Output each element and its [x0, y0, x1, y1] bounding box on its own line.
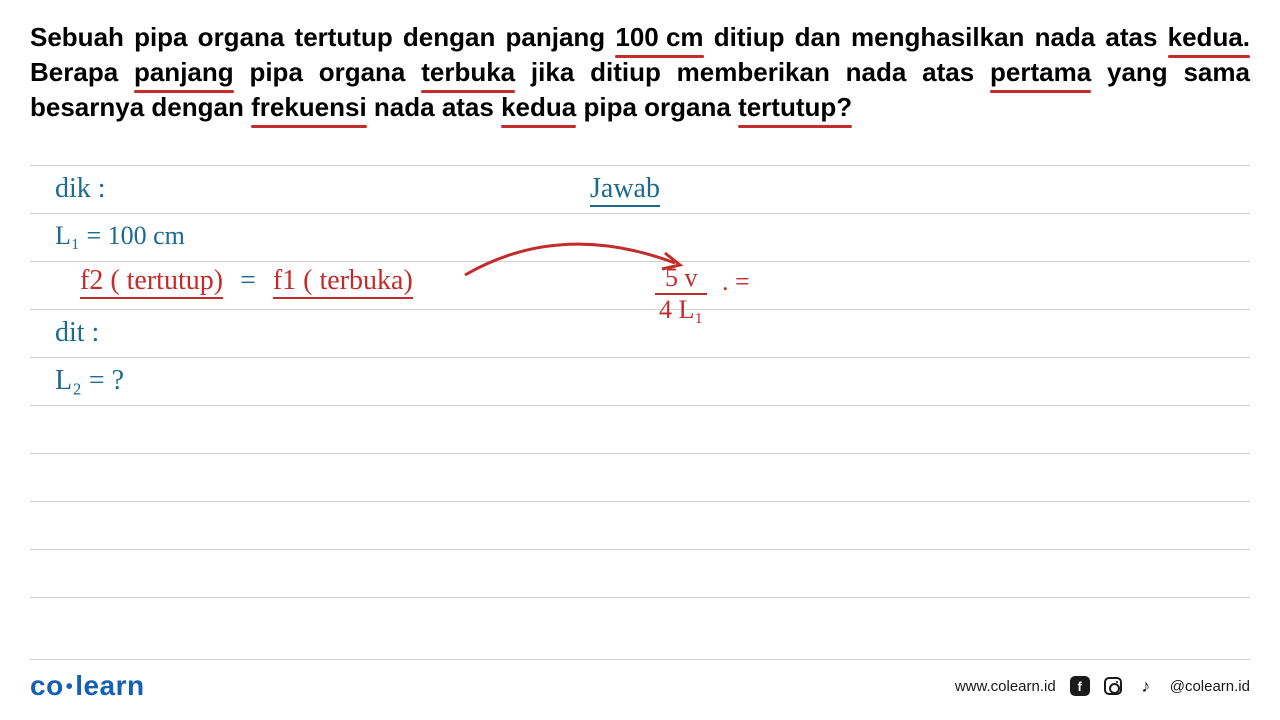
fraction-after: . = [722, 267, 750, 296]
l1-value: L₁ = 100 cm [55, 221, 185, 251]
ruled-line [30, 453, 1250, 454]
ruled-line [30, 501, 1250, 502]
q-part-2: ditiup dan menghasilkan nada atas [704, 22, 1168, 52]
ruled-line [30, 597, 1250, 598]
q-part-8: jika ditiup memberikan nada atas [515, 57, 990, 87]
q-part-3: kedua. [1168, 20, 1250, 55]
instagram-icon [1104, 677, 1122, 695]
q-part-6: pipa organa [234, 57, 422, 87]
footer-divider [30, 659, 1250, 660]
l2-question: L₂ = ? [55, 365, 124, 397]
logo-dot: • [66, 676, 74, 698]
jawab-text: Jawab [590, 173, 660, 207]
q-part-4: Berapa [30, 57, 134, 87]
jawab-label: Jawab [590, 173, 660, 205]
q-part-9: pertama [990, 55, 1091, 90]
ruled-line [30, 165, 1250, 166]
fraction-num: 5 v [655, 263, 707, 295]
q-part-5: panjang [134, 55, 234, 90]
tiktok-icon: ♪ [1136, 676, 1156, 696]
eq-left: f2 ( tertutup) [80, 265, 223, 299]
facebook-icon: f [1070, 676, 1090, 696]
question-text: Sebuah pipa organa tertutup dengan panja… [0, 0, 1280, 135]
ruled-line [30, 549, 1250, 550]
website-url: www.colearn.id [955, 678, 1056, 695]
eq-equals: = [240, 265, 256, 296]
fraction-den: 4 L₁ [655, 295, 707, 325]
dik-label: dik : [55, 173, 106, 205]
eq-right: f1 ( terbuka) [273, 265, 413, 299]
q-part-7: terbuka [421, 55, 515, 90]
fraction: 5 v 4 L₁ [655, 263, 707, 325]
q-part-1: 100 cm [615, 20, 703, 55]
ruled-line [30, 357, 1250, 358]
q-part-0: Sebuah pipa organa tertutup dengan panja… [30, 22, 615, 52]
ruled-line [30, 309, 1250, 310]
ruled-line [30, 405, 1250, 406]
q-part-11: frekuensi [251, 90, 367, 125]
q-part-14: pipa organa [576, 92, 738, 122]
q-part-13: kedua [501, 90, 576, 125]
q-part-15: tertutup? [738, 90, 852, 125]
brand-logo: co•learn [30, 670, 145, 702]
fraction-expr: 5 v 4 L₁ . = [655, 263, 750, 325]
logo-suffix: learn [75, 670, 144, 701]
dit-label: dit : [55, 317, 99, 349]
footer-right: www.colearn.id f ♪ @colearn.id [955, 676, 1250, 696]
logo-prefix: co [30, 670, 64, 701]
ruled-line [30, 213, 1250, 214]
footer: co•learn www.colearn.id f ♪ @colearn.id [0, 670, 1280, 702]
equation-line: f2 ( tertutup) = f1 ( terbuka) [80, 265, 413, 297]
q-part-12: nada atas [367, 92, 501, 122]
social-handle: @colearn.id [1170, 678, 1250, 695]
